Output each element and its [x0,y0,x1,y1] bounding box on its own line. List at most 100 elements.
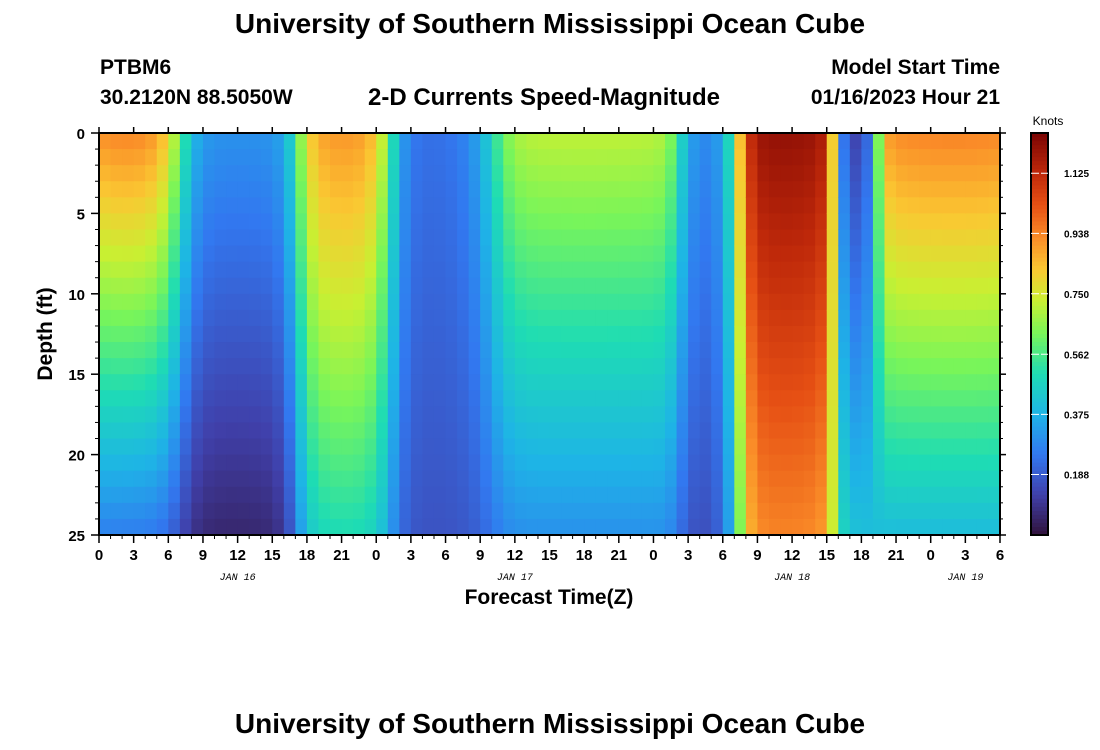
heatmap-cell [595,422,608,440]
heatmap-cell [641,213,655,231]
heatmap-cell [768,390,782,407]
heatmap-cell [561,438,574,456]
heatmap-cell [872,293,886,311]
heatmap-cell [815,438,828,456]
heatmap-cell [468,342,481,359]
heatmap-cell [422,277,435,295]
heatmap-cell [630,277,643,295]
heatmap-cell [549,454,562,472]
heatmap-cell [330,165,343,182]
heatmap-cell [849,309,862,327]
heatmap-cell [283,342,296,359]
heatmap-cell [884,133,897,150]
heatmap-cell [179,438,193,456]
heatmap-cell [202,390,216,407]
heatmap-cell [364,518,377,536]
heatmap-cell [549,438,562,456]
heatmap-cell [537,245,551,263]
heatmap-cell [214,133,227,150]
heatmap-cell [711,309,724,327]
heatmap-cell [942,229,955,247]
heatmap-cell [99,406,112,424]
heatmap-cell [699,245,712,263]
heatmap-cell [353,438,366,456]
heatmap-cell [537,390,551,407]
heatmap-cell [872,133,886,150]
heatmap-cell [214,245,227,263]
heatmap-cell [942,406,955,424]
heatmap-cell [849,245,862,263]
heatmap-cell [376,325,389,343]
heatmap-cell [514,197,527,214]
heatmap-cell [514,438,527,456]
heatmap-cell [202,181,216,198]
heatmap-cell [341,454,354,472]
heatmap-cell [480,342,493,359]
heatmap-cell [422,133,435,150]
heatmap-cell [595,261,608,279]
heatmap-cell [815,133,828,150]
heatmap-cell [468,422,481,440]
heatmap-cell [942,454,955,472]
heatmap-cell [699,261,712,279]
chart-subtitle: 2-D Currents Speed-Magnitude [368,84,721,111]
heatmap-cell [168,406,181,424]
heatmap-cell [549,293,562,311]
heatmap-cell [514,229,527,247]
heatmap-cell [156,502,169,520]
heatmap-cell [445,277,458,295]
heatmap-cell [122,374,135,391]
heatmap-cell [815,213,828,231]
heatmap-cell [665,358,678,375]
heatmap-cell [272,213,285,231]
heatmap-cell [815,277,828,295]
heatmap-cell [491,438,504,456]
heatmap-cell [676,486,689,504]
colorbar-segment [1031,229,1048,235]
heatmap-cell [561,374,574,391]
colorbar-segment [1031,346,1048,351]
heatmap-cell [861,342,874,359]
heatmap-cell [145,245,158,263]
heatmap-cell [584,358,597,375]
heatmap-cell [457,245,470,263]
heatmap-cell [433,197,447,214]
heatmap-cell [330,261,343,279]
heatmap-cell [676,261,689,279]
heatmap-cell [99,165,112,182]
heatmap-cell [803,293,816,311]
heatmap-cell [387,325,400,343]
heatmap-cell [734,422,747,440]
heatmap-cell [907,325,920,343]
heatmap-cell [457,213,470,231]
heatmap-cell [480,245,493,263]
heatmap-cell [480,390,493,407]
heatmap-cell [803,149,816,166]
heatmap-cell [665,309,678,327]
heatmap-cell [249,470,262,488]
heatmap-cell [618,261,631,279]
y-axis-label: Depth (ft) [34,287,57,380]
heatmap-cell [168,165,181,182]
heatmap-cell [99,438,112,456]
colorbar-segment [1031,321,1048,327]
heatmap-cell [722,422,735,440]
heatmap-cell [364,438,377,456]
heatmap-cell [572,438,585,456]
heatmap-cell [468,245,481,263]
heatmap-cell [734,245,747,263]
heatmap-cell [376,422,389,440]
heatmap-cell [665,181,678,198]
heatmap-cell [457,390,470,407]
heatmap-cell [780,422,793,440]
heatmap-cell [272,165,285,182]
heatmap-cell [226,390,239,407]
heatmap-cell [445,502,458,520]
heatmap-cell [919,406,932,424]
heatmap-cell [919,422,932,440]
heatmap-cell [838,406,851,424]
x-tick-label: 6 [164,547,172,564]
heatmap-cell [480,149,493,166]
heatmap-cell [561,390,574,407]
heatmap-cell [711,470,724,488]
